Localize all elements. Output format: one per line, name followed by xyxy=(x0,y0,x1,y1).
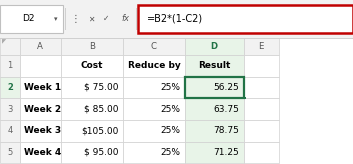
Bar xyxy=(123,98,185,120)
Bar xyxy=(185,142,244,163)
Bar xyxy=(0,5,63,33)
Text: Week 1: Week 1 xyxy=(24,83,61,92)
Text: $ 95.00: $ 95.00 xyxy=(84,148,119,157)
Text: 5: 5 xyxy=(7,148,12,157)
Bar xyxy=(0,55,20,77)
Bar xyxy=(123,55,185,77)
Text: C: C xyxy=(151,42,157,51)
Text: Week 3: Week 3 xyxy=(24,126,61,135)
Text: ⋮: ⋮ xyxy=(71,14,81,24)
Text: ▾: ▾ xyxy=(54,16,58,22)
Text: D2: D2 xyxy=(22,14,34,23)
Text: 78.75: 78.75 xyxy=(214,126,239,135)
Bar xyxy=(244,55,279,77)
Bar xyxy=(244,77,279,98)
Text: 25%: 25% xyxy=(161,83,181,92)
Bar xyxy=(123,142,185,163)
Bar xyxy=(61,55,123,77)
Text: 25%: 25% xyxy=(161,105,181,113)
Bar xyxy=(61,142,123,163)
Text: D: D xyxy=(211,42,218,51)
Text: $ 75.00: $ 75.00 xyxy=(84,83,119,92)
Bar xyxy=(0,77,20,98)
Bar xyxy=(241,97,246,99)
Bar xyxy=(244,98,279,120)
Text: $ 85.00: $ 85.00 xyxy=(84,105,119,113)
Text: 25%: 25% xyxy=(161,148,181,157)
Text: B: B xyxy=(89,42,95,51)
Text: Result: Result xyxy=(198,61,231,70)
Text: Cost: Cost xyxy=(80,61,103,70)
Bar xyxy=(123,77,185,98)
Bar xyxy=(123,38,185,55)
Bar xyxy=(244,38,279,55)
Bar xyxy=(0,38,20,55)
Bar xyxy=(185,98,244,120)
Text: $105.00: $105.00 xyxy=(81,126,119,135)
Text: 2: 2 xyxy=(7,83,13,92)
Text: 1: 1 xyxy=(7,61,12,70)
Bar xyxy=(61,120,123,142)
Text: fx: fx xyxy=(121,14,129,23)
Bar xyxy=(185,55,244,77)
Text: =B2*(1-C2): =B2*(1-C2) xyxy=(147,14,203,24)
Bar xyxy=(61,98,123,120)
Bar xyxy=(65,8,66,30)
Text: 25%: 25% xyxy=(161,126,181,135)
Bar xyxy=(0,120,20,142)
Bar xyxy=(20,98,61,120)
Text: 56.25: 56.25 xyxy=(214,83,239,92)
Bar xyxy=(244,120,279,142)
Text: ✕: ✕ xyxy=(88,14,94,23)
Text: 63.75: 63.75 xyxy=(214,105,239,113)
Bar xyxy=(185,38,244,55)
Text: ✓: ✓ xyxy=(103,14,109,23)
Bar xyxy=(138,5,353,33)
Bar xyxy=(20,38,61,55)
Bar xyxy=(20,77,61,98)
Bar xyxy=(244,142,279,163)
Text: E: E xyxy=(258,42,264,51)
Bar xyxy=(20,55,61,77)
Text: 4: 4 xyxy=(7,126,12,135)
Bar xyxy=(0,142,20,163)
Bar xyxy=(20,120,61,142)
Bar xyxy=(0,98,20,120)
Bar xyxy=(136,8,137,30)
Text: 71.25: 71.25 xyxy=(214,148,239,157)
Bar xyxy=(123,120,185,142)
Bar xyxy=(185,77,244,98)
Bar xyxy=(185,120,244,142)
Bar xyxy=(61,77,123,98)
Text: Reduce by: Reduce by xyxy=(127,61,180,70)
Bar xyxy=(185,77,244,98)
Text: A: A xyxy=(37,42,43,51)
Text: Week 2: Week 2 xyxy=(24,105,61,113)
Text: Week 4: Week 4 xyxy=(24,148,61,157)
Text: 3: 3 xyxy=(7,105,13,113)
Bar xyxy=(0,0,353,38)
Bar xyxy=(61,38,123,55)
Text: ◤: ◤ xyxy=(2,39,6,44)
Bar xyxy=(0,38,353,39)
Bar xyxy=(20,142,61,163)
